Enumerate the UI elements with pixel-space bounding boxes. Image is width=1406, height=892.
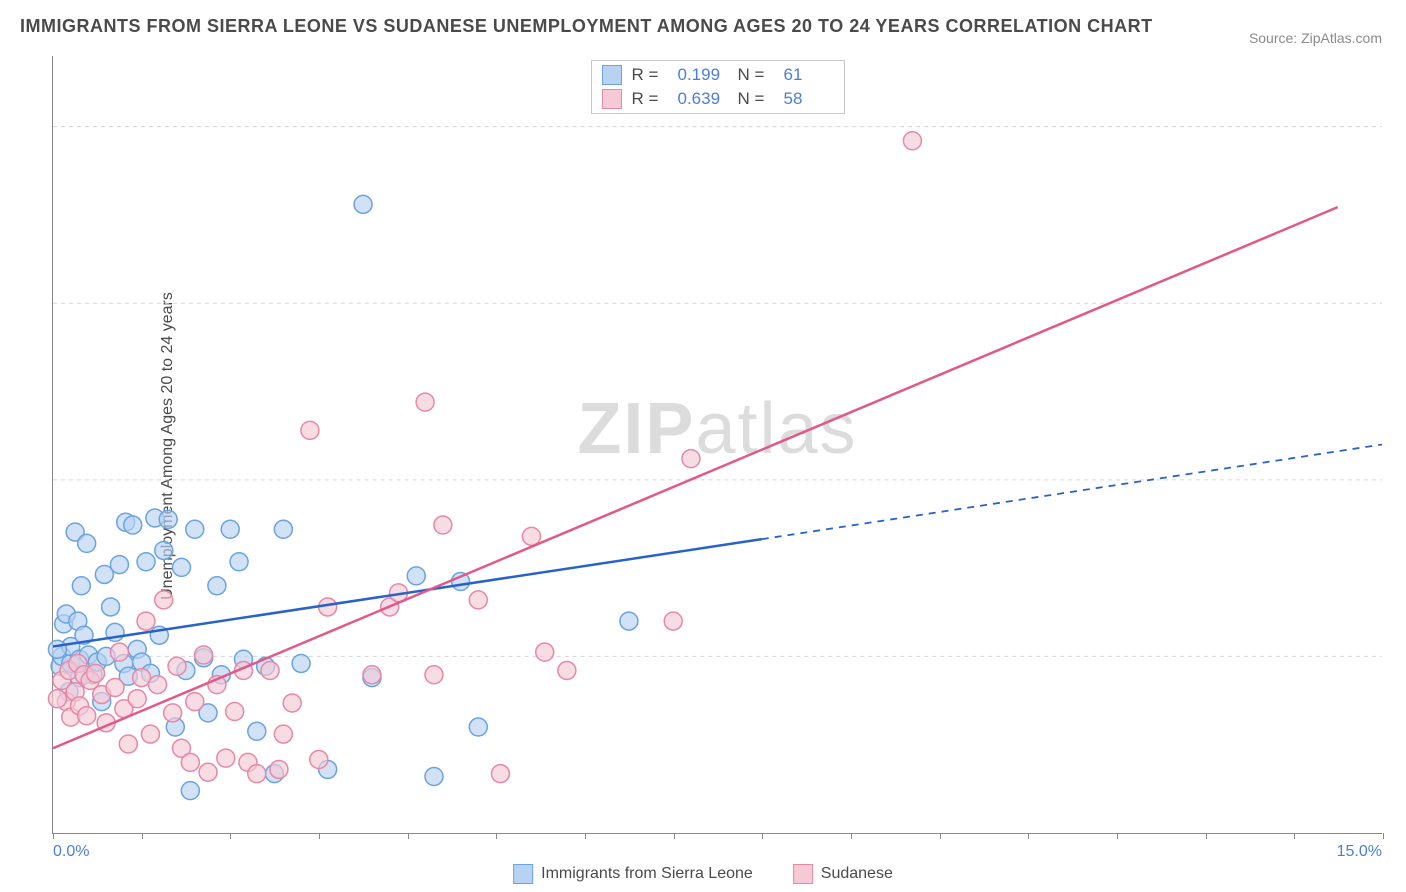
- scatter-point: [159, 510, 177, 528]
- series-legend: Immigrants from Sierra Leone Sudanese: [513, 864, 893, 884]
- scatter-point: [217, 749, 235, 767]
- scatter-point: [186, 693, 204, 711]
- scatter-point: [682, 450, 700, 468]
- scatter-point: [270, 760, 288, 778]
- legend-swatch: [793, 864, 813, 884]
- scatter-point: [274, 725, 292, 743]
- scatter-point: [124, 516, 142, 534]
- scatter-point: [128, 690, 146, 708]
- scatter-point: [155, 591, 173, 609]
- legend-swatch: [513, 864, 533, 884]
- scatter-point: [425, 768, 443, 786]
- scatter-point: [261, 662, 279, 680]
- scatter-point: [186, 520, 204, 538]
- x-tick-mark: [1294, 833, 1295, 839]
- y-tick-label: 25.0%: [1392, 471, 1406, 489]
- regression-line-extrapolated: [762, 445, 1382, 540]
- x-tick-mark: [585, 833, 586, 839]
- scatter-point: [301, 421, 319, 439]
- scatter-point: [230, 553, 248, 571]
- chart-title: IMMIGRANTS FROM SIERRA LEONE VS SUDANESE…: [20, 16, 1153, 37]
- legend-label: Immigrants from Sierra Leone: [541, 865, 753, 883]
- scatter-point: [141, 725, 159, 743]
- scatter-point: [310, 751, 328, 769]
- scatter-point: [903, 132, 921, 150]
- source-attribution: Source: ZipAtlas.com: [1249, 30, 1382, 46]
- legend-item: Sudanese: [793, 864, 893, 884]
- scatter-point: [48, 640, 66, 658]
- scatter-point: [87, 664, 105, 682]
- scatter-point: [283, 694, 301, 712]
- scatter-point: [164, 704, 182, 722]
- scatter-point: [72, 577, 90, 595]
- x-tick-mark: [496, 833, 497, 839]
- scatter-point: [558, 662, 576, 680]
- scatter-point: [110, 556, 128, 574]
- plot-area: ZIPatlas R = 0.199 N = 61 R = 0.639 N = …: [52, 56, 1382, 834]
- scatter-point: [110, 643, 128, 661]
- x-tick-mark: [940, 833, 941, 839]
- regression-line: [53, 207, 1338, 748]
- scatter-point: [221, 520, 239, 538]
- x-tick-mark: [1206, 833, 1207, 839]
- chart-svg: [53, 56, 1382, 833]
- scatter-point: [469, 591, 487, 609]
- scatter-point: [522, 527, 540, 545]
- scatter-point: [620, 612, 638, 630]
- scatter-point: [469, 718, 487, 736]
- x-axis-max-label: 15.0%: [1337, 843, 1382, 861]
- scatter-point: [248, 722, 266, 740]
- scatter-point: [363, 666, 381, 684]
- scatter-point: [274, 520, 292, 538]
- x-tick-mark: [319, 833, 320, 839]
- x-tick-mark: [762, 833, 763, 839]
- scatter-point: [168, 657, 186, 675]
- scatter-point: [78, 534, 96, 552]
- scatter-point: [292, 654, 310, 672]
- scatter-point: [102, 598, 120, 616]
- scatter-point: [149, 676, 167, 694]
- scatter-point: [208, 577, 226, 595]
- scatter-point: [137, 553, 155, 571]
- scatter-point: [195, 646, 213, 664]
- scatter-point: [491, 765, 509, 783]
- scatter-point: [248, 765, 266, 783]
- scatter-point: [354, 195, 372, 213]
- scatter-point: [416, 393, 434, 411]
- x-tick-mark: [1117, 833, 1118, 839]
- scatter-point: [434, 516, 452, 534]
- x-tick-mark: [851, 833, 852, 839]
- y-tick-label: 50.0%: [1392, 118, 1406, 136]
- scatter-point: [119, 735, 137, 753]
- scatter-point: [172, 558, 190, 576]
- x-tick-mark: [1383, 833, 1384, 839]
- scatter-point: [226, 703, 244, 721]
- scatter-point: [48, 690, 66, 708]
- y-tick-label: 37.5%: [1392, 295, 1406, 313]
- legend-item: Immigrants from Sierra Leone: [513, 864, 753, 884]
- scatter-point: [78, 707, 96, 725]
- scatter-point: [106, 679, 124, 697]
- x-tick-mark: [674, 833, 675, 839]
- x-tick-mark: [408, 833, 409, 839]
- x-tick-mark: [53, 833, 54, 839]
- scatter-point: [425, 666, 443, 684]
- y-tick-label: 12.5%: [1392, 648, 1406, 666]
- legend-label: Sudanese: [821, 865, 893, 883]
- scatter-point: [181, 782, 199, 800]
- scatter-point: [199, 763, 217, 781]
- scatter-point: [407, 567, 425, 585]
- scatter-point: [137, 612, 155, 630]
- x-tick-mark: [1028, 833, 1029, 839]
- scatter-point: [155, 541, 173, 559]
- x-tick-mark: [230, 833, 231, 839]
- scatter-point: [536, 643, 554, 661]
- scatter-point: [664, 612, 682, 630]
- x-tick-mark: [142, 833, 143, 839]
- x-axis-min-label: 0.0%: [53, 843, 89, 861]
- scatter-point: [181, 753, 199, 771]
